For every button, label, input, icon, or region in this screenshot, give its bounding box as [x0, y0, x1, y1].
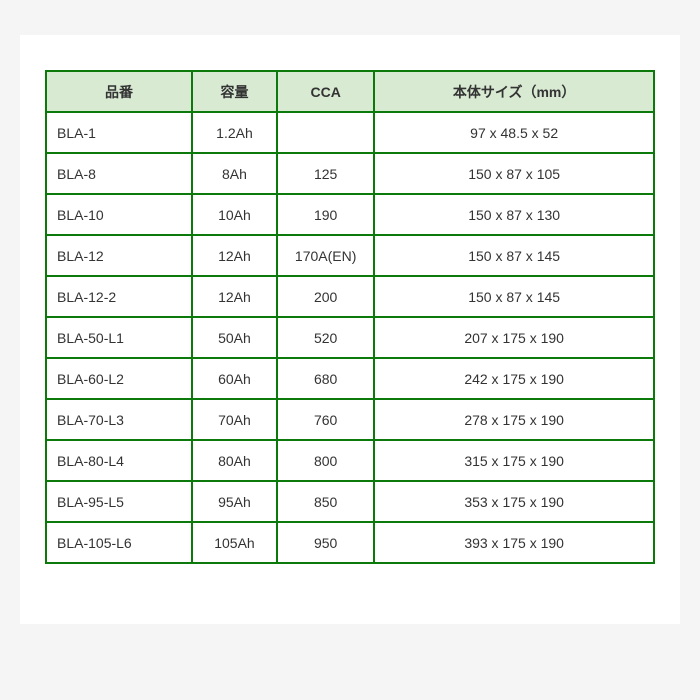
- table-cell: 760: [277, 399, 374, 440]
- table-cell: 12Ah: [192, 235, 277, 276]
- table-cell: 60Ah: [192, 358, 277, 399]
- table-cell: 150 x 87 x 145: [374, 276, 654, 317]
- page-container: 品番 容量 CCA 本体サイズ（mm） BLA-11.2Ah 97 x 48.5…: [20, 35, 680, 624]
- table-cell: 1.2Ah: [192, 112, 277, 153]
- table-cell: BLA-8: [46, 153, 192, 194]
- table-cell: BLA-50-L1: [46, 317, 192, 358]
- table-cell: 278 x 175 x 190: [374, 399, 654, 440]
- table-cell: 70Ah: [192, 399, 277, 440]
- table-cell: BLA-70-L3: [46, 399, 192, 440]
- table-cell: 190: [277, 194, 374, 235]
- table-cell: 50Ah: [192, 317, 277, 358]
- table-head: 品番 容量 CCA 本体サイズ（mm）: [46, 71, 654, 112]
- table-row: BLA-12-212Ah200150 x 87 x 145: [46, 276, 654, 317]
- table-cell: 520: [277, 317, 374, 358]
- battery-spec-table: 品番 容量 CCA 本体サイズ（mm） BLA-11.2Ah 97 x 48.5…: [45, 70, 655, 564]
- table-cell: 242 x 175 x 190: [374, 358, 654, 399]
- table-cell: 353 x 175 x 190: [374, 481, 654, 522]
- table-cell: 950: [277, 522, 374, 563]
- table-cell: [277, 112, 374, 153]
- table-cell: 150 x 87 x 105: [374, 153, 654, 194]
- table-cell: BLA-1: [46, 112, 192, 153]
- table-row: BLA-60-L260Ah680242 x 175 x 190: [46, 358, 654, 399]
- table-body: BLA-11.2Ah 97 x 48.5 x 52BLA-88Ah125150 …: [46, 112, 654, 563]
- table-cell: 207 x 175 x 190: [374, 317, 654, 358]
- table-row: BLA-105-L6105Ah950393 x 175 x 190: [46, 522, 654, 563]
- table-cell: 150 x 87 x 145: [374, 235, 654, 276]
- col-header-capacity: 容量: [192, 71, 277, 112]
- table-cell: BLA-12-2: [46, 276, 192, 317]
- header-row: 品番 容量 CCA 本体サイズ（mm）: [46, 71, 654, 112]
- table-cell: 12Ah: [192, 276, 277, 317]
- table-cell: 200: [277, 276, 374, 317]
- table-row: BLA-95-L595Ah850353 x 175 x 190: [46, 481, 654, 522]
- table-cell: BLA-105-L6: [46, 522, 192, 563]
- table-cell: 8Ah: [192, 153, 277, 194]
- table-cell: BLA-12: [46, 235, 192, 276]
- table-cell: 170A(EN): [277, 235, 374, 276]
- col-header-cca: CCA: [277, 71, 374, 112]
- table-cell: 315 x 175 x 190: [374, 440, 654, 481]
- table-row: BLA-1010Ah190150 x 87 x 130: [46, 194, 654, 235]
- table-cell: 97 x 48.5 x 52: [374, 112, 654, 153]
- table-row: BLA-80-L480Ah800315 x 175 x 190: [46, 440, 654, 481]
- table-cell: 10Ah: [192, 194, 277, 235]
- table-cell: 95Ah: [192, 481, 277, 522]
- col-header-sku: 品番: [46, 71, 192, 112]
- table-row: BLA-70-L370Ah760278 x 175 x 190: [46, 399, 654, 440]
- table-cell: 393 x 175 x 190: [374, 522, 654, 563]
- table-cell: 800: [277, 440, 374, 481]
- col-header-size: 本体サイズ（mm）: [374, 71, 654, 112]
- table-cell: 125: [277, 153, 374, 194]
- table-row: BLA-11.2Ah 97 x 48.5 x 52: [46, 112, 654, 153]
- table-cell: BLA-10: [46, 194, 192, 235]
- table-row: BLA-88Ah125150 x 87 x 105: [46, 153, 654, 194]
- table-cell: BLA-80-L4: [46, 440, 192, 481]
- table-row: BLA-50-L150Ah520207 x 175 x 190: [46, 317, 654, 358]
- table-cell: 850: [277, 481, 374, 522]
- table-cell: 105Ah: [192, 522, 277, 563]
- table-cell: BLA-60-L2: [46, 358, 192, 399]
- table-cell: BLA-95-L5: [46, 481, 192, 522]
- table-cell: 80Ah: [192, 440, 277, 481]
- table-cell: 680: [277, 358, 374, 399]
- table-row: BLA-1212Ah170A(EN)150 x 87 x 145: [46, 235, 654, 276]
- table-cell: 150 x 87 x 130: [374, 194, 654, 235]
